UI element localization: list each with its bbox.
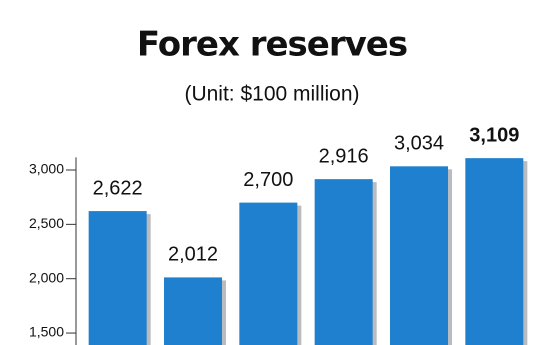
value-label: 2,700 xyxy=(243,169,293,191)
y-tick-label: 2,000 xyxy=(29,269,64,285)
value-label: 2,012 xyxy=(168,244,218,266)
value-label: 3,109 xyxy=(469,124,519,146)
bar xyxy=(465,158,524,345)
value-label: 2,622 xyxy=(93,177,143,199)
bar xyxy=(88,211,147,345)
bar xyxy=(389,166,449,345)
chart-title: Forex reserves xyxy=(137,25,407,65)
value-label: 2,916 xyxy=(319,145,369,167)
value-label: 3,034 xyxy=(394,133,444,155)
y-tick-label: 2,500 xyxy=(29,215,64,231)
y-tick-label: 3,000 xyxy=(29,161,64,177)
y-tick-label: 1,500 xyxy=(29,324,64,340)
bar xyxy=(314,179,373,345)
chart-subtitle: (Unit: $100 million) xyxy=(184,83,359,106)
bar xyxy=(239,202,298,345)
bar xyxy=(163,277,223,345)
